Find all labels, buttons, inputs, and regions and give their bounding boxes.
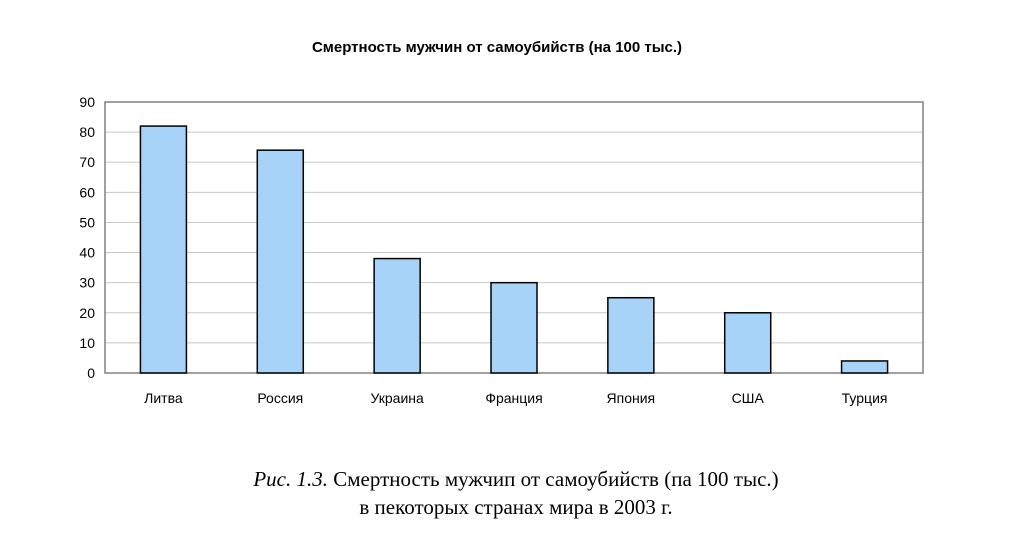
y-tick-label: 0 bbox=[87, 365, 95, 381]
x-tick-label: Литва bbox=[144, 390, 183, 406]
bar bbox=[256, 149, 305, 374]
y-axis-tick-labels: 0 10 20 30 40 50 60 70 80 90 bbox=[79, 94, 95, 381]
y-tick-label: 80 bbox=[79, 124, 95, 140]
x-axis-tick-labels: Литва Россия Украина Франция Япония США Турция bbox=[144, 390, 887, 406]
figure-caption-line-1: Рис. 1.3. Смертность мужчип от самоубийс… bbox=[0, 466, 1032, 493]
x-tick-label: Украина bbox=[370, 390, 424, 406]
chart-title: Смертность мужчин от самоубийств (на 100… bbox=[312, 39, 682, 56]
y-tick-label: 90 bbox=[79, 94, 95, 110]
y-tick-label: 50 bbox=[79, 214, 95, 230]
bar bbox=[139, 125, 188, 374]
bar bbox=[490, 281, 538, 374]
bar-chart: Смертность мужчин от самоубийств (на 100… bbox=[79, 39, 924, 406]
x-tick-label: Япония bbox=[607, 390, 656, 406]
x-tick-label: Россия bbox=[257, 390, 303, 406]
figure-caption-line-2: в пекоторых странах мира в 2003 г. bbox=[359, 495, 673, 519]
bar bbox=[607, 296, 655, 374]
y-tick-label: 30 bbox=[79, 275, 95, 291]
bar bbox=[840, 360, 889, 374]
figure-caption-prefix: Рис. 1.3. bbox=[253, 467, 328, 491]
y-tick-label: 70 bbox=[79, 154, 95, 170]
x-tick-label: США bbox=[732, 390, 765, 406]
x-tick-label: Франция bbox=[485, 390, 542, 406]
bar bbox=[373, 257, 421, 374]
bars bbox=[139, 125, 889, 374]
bar bbox=[723, 312, 772, 374]
y-tick-label: 40 bbox=[79, 245, 95, 261]
y-tick-label: 20 bbox=[79, 305, 95, 321]
y-tick-label: 10 bbox=[79, 335, 95, 351]
figure-caption-text: Смертность мужчип от самоубийств (па 100… bbox=[333, 467, 779, 491]
y-tick-label: 60 bbox=[79, 184, 95, 200]
x-tick-label: Турция bbox=[842, 390, 888, 406]
